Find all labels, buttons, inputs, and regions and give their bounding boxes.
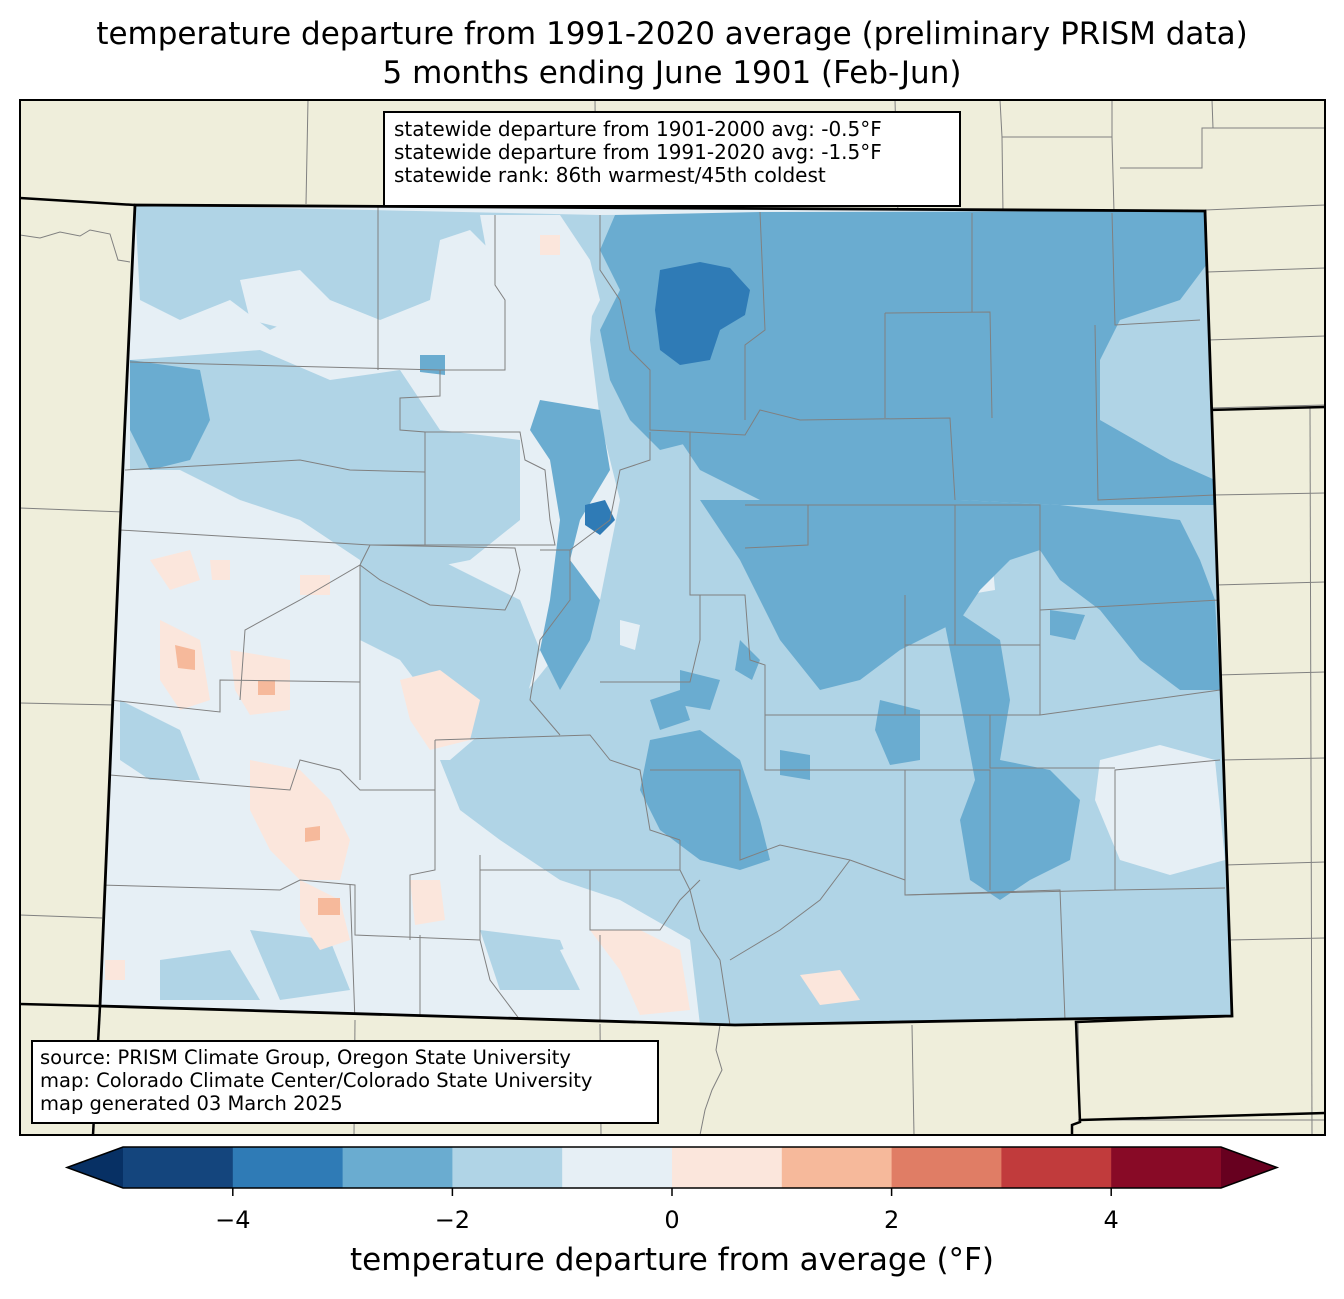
colorbar xyxy=(64,1146,1280,1196)
colorbar-extend-high xyxy=(1221,1147,1277,1188)
colorbar-outline xyxy=(64,1146,1280,1189)
colorbar-tick-label: −4 xyxy=(215,1206,251,1234)
colorbar-tick-label: 2 xyxy=(883,1206,900,1234)
source-credit: source: PRISM Climate Group, Oregon Stat… xyxy=(40,1046,571,1069)
county-lines xyxy=(101,207,1226,1025)
colorado-state-border xyxy=(98,203,1234,1027)
colorbar-bin xyxy=(1001,1147,1112,1188)
colorbar-bin xyxy=(672,1147,783,1188)
colorbar-extend-low xyxy=(67,1147,123,1188)
colorbar-tick-label: 0 xyxy=(664,1206,680,1234)
colorbar-bin xyxy=(342,1147,453,1188)
colorbar-bin xyxy=(452,1147,563,1188)
colorbar-bin xyxy=(1111,1147,1222,1188)
stats-rank: statewide rank: 86th warmest/45th coldes… xyxy=(394,163,826,187)
colorbar-bin xyxy=(562,1147,673,1188)
map-title-line2: 5 months ending June 1901 (Feb-Jun) xyxy=(382,55,962,91)
map-generated-date: map generated 03 March 2025 xyxy=(40,1092,343,1115)
map-title-line1: temperature departure from 1991-2020 ave… xyxy=(96,16,1248,52)
temperature-departure-field xyxy=(100,205,1232,1025)
map-credit: map: Colorado Climate Center/Colorado St… xyxy=(40,1069,593,1092)
stats-departure-1901-2000: statewide departure from 1901-2000 avg: … xyxy=(394,117,882,141)
stats-departure-1991-2020: statewide departure from 1991-2020 avg: … xyxy=(394,140,882,164)
source-credits-box: source: PRISM Climate Group, Oregon Stat… xyxy=(31,1040,659,1124)
colorbar-tick-label: 4 xyxy=(1103,1206,1119,1234)
colorbar-bin xyxy=(781,1147,893,1188)
colorbar-bin xyxy=(232,1147,344,1188)
map-frame xyxy=(19,99,1326,1136)
statewide-stats-box: statewide departure from 1901-2000 avg: … xyxy=(383,111,961,207)
colorbar-bin xyxy=(123,1147,234,1188)
colorbar-tick-label: −2 xyxy=(434,1206,471,1234)
colorbar-label: temperature departure from average (°F) xyxy=(350,1242,994,1278)
colorbar-bin xyxy=(891,1147,1002,1188)
